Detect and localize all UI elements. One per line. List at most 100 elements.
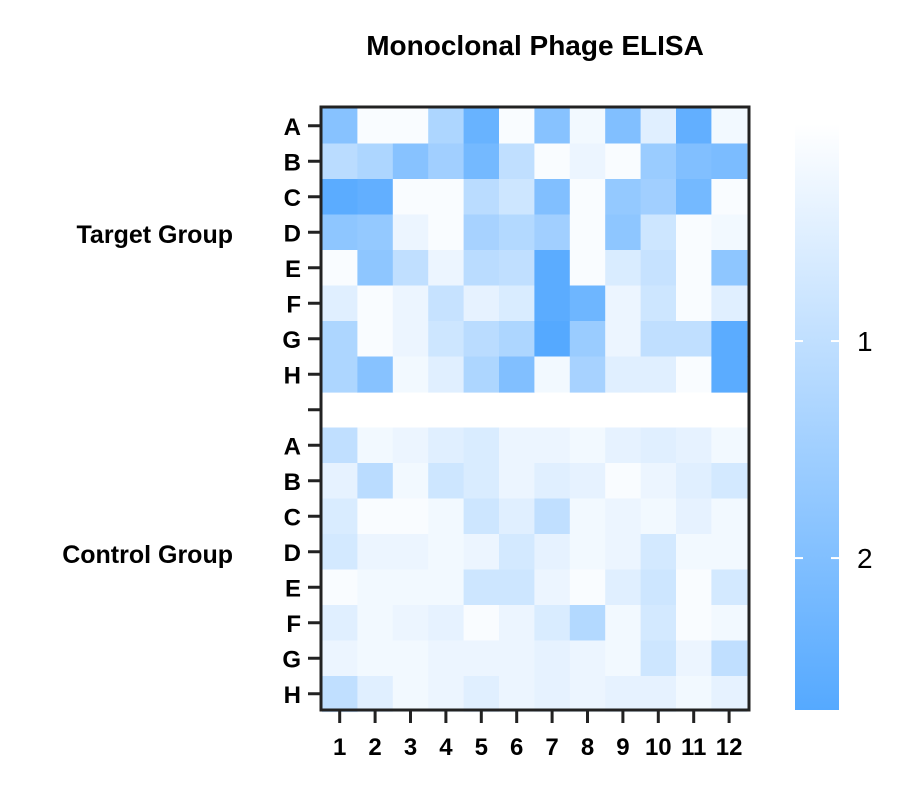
heatmap-cell — [499, 285, 535, 322]
heatmap-cell — [534, 498, 571, 535]
heatmap-cell — [534, 108, 571, 145]
heatmap-cell — [534, 321, 571, 358]
heatmap-cell — [640, 427, 677, 464]
heatmap-cell — [534, 427, 571, 464]
heatmap-cell — [428, 605, 465, 642]
heatmap-cell — [357, 427, 394, 464]
heatmap-cell — [711, 108, 748, 145]
heatmap-cell — [569, 640, 606, 677]
heatmap-cell — [605, 463, 642, 500]
heatmap-cell — [569, 676, 606, 713]
heatmap-cell — [392, 214, 429, 251]
heatmap-cell — [534, 356, 571, 393]
heatmap-cell — [711, 427, 748, 464]
heatmap-cell — [499, 108, 535, 145]
heatmap-cell — [711, 285, 748, 322]
column-tick-label: 3 — [404, 734, 417, 761]
heatmap-cell — [499, 640, 535, 677]
heatmap-cell — [605, 143, 642, 180]
colorbar-tick-label: 2 — [857, 543, 873, 574]
heatmap-cell — [711, 498, 748, 535]
heatmap-cell — [322, 143, 358, 180]
heatmap-cell — [392, 676, 429, 713]
heatmap-cell — [392, 569, 429, 606]
heatmap-cell — [322, 534, 358, 571]
heatmap-cell — [357, 498, 394, 535]
heatmap-cell — [499, 605, 535, 642]
heatmap-cell — [534, 569, 571, 606]
heatmap-cell — [357, 605, 394, 642]
heatmap-cell — [605, 676, 642, 713]
heatmap-cell — [711, 640, 748, 677]
heatmap-cell — [428, 285, 465, 322]
heatmap-cell — [569, 427, 606, 464]
heatmap-cell — [392, 356, 429, 393]
group-label-control: Control Group — [62, 541, 233, 569]
heatmap-cell — [499, 569, 535, 606]
heatmap-cell — [499, 179, 535, 216]
heatmap-cell — [640, 463, 677, 500]
heatmap-cell — [640, 640, 677, 677]
column-tick-label: 6 — [510, 734, 523, 761]
column-tick-label: 8 — [581, 734, 594, 761]
heatmap-cell — [428, 569, 465, 606]
heatmap-cell — [322, 463, 358, 500]
heatmap-cell — [392, 605, 429, 642]
heatmap-cell — [428, 179, 465, 216]
colorbar — [795, 124, 839, 710]
heatmap-cell — [357, 463, 394, 500]
heatmap-cell — [711, 179, 748, 216]
heatmap-cell — [640, 498, 677, 535]
heatmap-cell — [605, 498, 642, 535]
heatmap-cell — [640, 356, 677, 393]
heatmap-cell — [711, 143, 748, 180]
heatmap-cell — [322, 605, 358, 642]
heatmap-cell — [640, 179, 677, 216]
heatmap-cell — [676, 534, 712, 571]
heatmap-cell — [569, 143, 606, 180]
group-label-target: Target Group — [77, 221, 233, 249]
heatmap-cell — [605, 108, 642, 145]
heatmap-cell — [322, 640, 358, 677]
column-tick-label: 12 — [716, 734, 743, 761]
column-tick-label: 7 — [545, 734, 558, 761]
heatmap-cell — [357, 143, 394, 180]
row-tick-label: H — [284, 362, 301, 389]
row-tick-label: B — [284, 469, 301, 496]
heatmap-cell — [640, 321, 677, 358]
heatmap-cell — [534, 605, 571, 642]
heatmap-cell — [392, 321, 429, 358]
heatmap-cell — [605, 534, 642, 571]
heatmap-cell — [392, 427, 429, 464]
heatmap-cell — [534, 463, 571, 500]
heatmap-cell — [499, 498, 535, 535]
row-tick-label: A — [284, 433, 301, 460]
heatmap-cell — [357, 321, 394, 358]
heatmap-cell — [676, 108, 712, 145]
heatmap-cell — [322, 214, 358, 251]
heatmap-cell — [428, 640, 465, 677]
heatmap-cell — [428, 108, 465, 145]
heatmap-cell — [499, 427, 535, 464]
heatmap-cell — [463, 427, 500, 464]
heatmap-cell — [357, 179, 394, 216]
heatmap-cell — [569, 569, 606, 606]
column-tick-label: 4 — [439, 734, 453, 761]
heatmap-cell — [357, 108, 394, 145]
heatmap-cell — [676, 321, 712, 358]
heatmap-cell — [676, 498, 712, 535]
column-tick-label: 1 — [333, 734, 346, 761]
heatmap-cell — [676, 143, 712, 180]
heatmap-cell — [711, 356, 748, 393]
heatmap-cell — [676, 356, 712, 393]
heatmap-cell — [392, 108, 429, 145]
heatmap-cell — [392, 285, 429, 322]
heatmap-cell — [534, 676, 571, 713]
heatmap-cell — [428, 676, 465, 713]
column-tick-label: 5 — [475, 734, 488, 761]
heatmap-cell — [711, 250, 748, 287]
heatmap-cell — [569, 108, 606, 145]
heatmap-cell — [676, 640, 712, 677]
heatmap-cell — [428, 250, 465, 287]
heatmap-cell — [569, 214, 606, 251]
